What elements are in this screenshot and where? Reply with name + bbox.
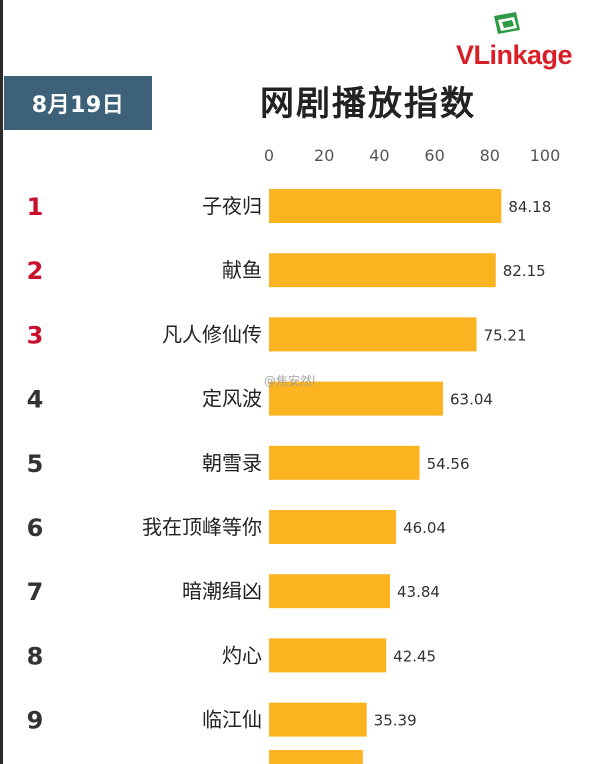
x-tick-label: 20 xyxy=(314,146,334,165)
category-label: 朝雪录 xyxy=(202,451,262,475)
value-label: 63.04 xyxy=(450,391,493,409)
value-label: 84.18 xyxy=(508,198,551,216)
x-tick-label: 0 xyxy=(264,146,274,165)
category-label: 子夜归 xyxy=(202,194,262,218)
rank-number: 6 xyxy=(27,514,44,542)
bar-7 xyxy=(269,574,390,609)
bar-2 xyxy=(269,253,496,288)
watermark: @焦安然l xyxy=(264,374,316,388)
value-label: 46.04 xyxy=(403,519,446,537)
date-badge: 8月19日 xyxy=(4,76,152,130)
category-label: 献鱼 xyxy=(222,258,262,282)
rank-number: 2 xyxy=(27,257,44,285)
brand-name: VLinkage xyxy=(456,40,573,70)
category-label: 我在顶峰等你 xyxy=(142,515,262,539)
x-tick-label: 100 xyxy=(530,146,561,165)
bar-6 xyxy=(269,510,397,544)
rank-number: 8 xyxy=(27,642,44,670)
value-label: 42.45 xyxy=(393,647,436,665)
category-label: 暗潮缉凶 xyxy=(182,579,262,603)
category-label: 定风波 xyxy=(202,387,262,411)
bar-9 xyxy=(269,702,367,737)
rank-number: 1 xyxy=(27,193,44,221)
left-border xyxy=(0,0,3,764)
category-label: 临江仙 xyxy=(202,708,262,732)
bar-partial xyxy=(269,750,363,764)
rank-number: 9 xyxy=(27,707,44,735)
value-label: 43.84 xyxy=(397,583,440,601)
x-tick-label: 40 xyxy=(369,146,389,165)
chart-title: 网剧播放指数 xyxy=(260,84,476,124)
bar-5 xyxy=(269,445,420,480)
x-tick-label: 80 xyxy=(480,146,500,165)
category-label: 灼心 xyxy=(222,643,262,667)
value-label: 75.21 xyxy=(484,326,527,344)
bar-3 xyxy=(269,317,477,352)
rank-number: 7 xyxy=(27,578,44,606)
rank-number: 4 xyxy=(27,386,44,414)
rank-number: 5 xyxy=(27,450,44,478)
value-label: 35.39 xyxy=(374,712,417,730)
bar-8 xyxy=(269,638,387,673)
category-label: 凡人修仙传 xyxy=(162,322,262,346)
value-label: 54.56 xyxy=(427,455,470,473)
bar-4 xyxy=(269,381,443,416)
rank-number: 3 xyxy=(27,321,44,349)
bar-1 xyxy=(269,189,502,223)
x-tick-label: 60 xyxy=(424,146,444,165)
value-label: 82.15 xyxy=(503,262,546,280)
vlinkage-logo: VLinkage xyxy=(456,12,592,70)
logo-mark-icon xyxy=(494,12,520,34)
